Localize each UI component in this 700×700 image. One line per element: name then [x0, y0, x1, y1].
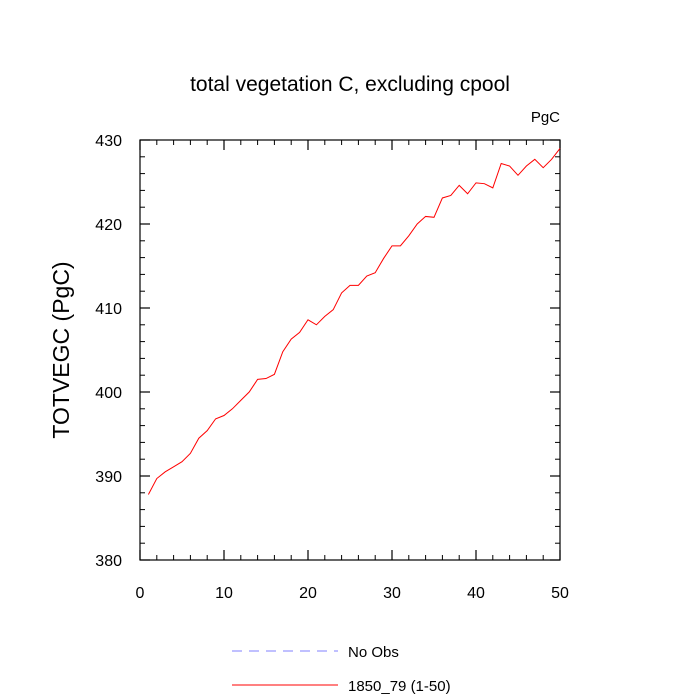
x-tick-label: 0 [136, 585, 145, 602]
y-tick-label: 410 [95, 301, 122, 318]
series-line-0 [147, 148, 561, 495]
y-axis-label: TOTVEGC (PgC) [48, 261, 74, 438]
x-tick-label: 20 [299, 585, 317, 602]
chart-title: total vegetation C, excluding cpool [190, 73, 510, 96]
units-label: PgC [531, 109, 560, 126]
y-tick-label: 390 [95, 469, 122, 486]
y-tick-label: 430 [95, 133, 122, 150]
x-tick-label: 10 [215, 585, 233, 602]
axis-ticks [139, 139, 561, 561]
x-tick-label: 40 [467, 585, 485, 602]
x-tick-label: 30 [383, 585, 401, 602]
y-tick-label: 420 [95, 217, 122, 234]
y-tick-label: 380 [95, 553, 122, 570]
x-tick-label: 50 [551, 585, 569, 602]
axis-tick-labels: 0 10 20 30 40 50 380 390 400 410 420 430 [95, 133, 569, 602]
legend: No Obs 1850_79 (1-50) [232, 644, 451, 695]
y-tick-label: 400 [95, 385, 122, 402]
series-layer [147, 148, 561, 495]
plot-frame [139, 139, 561, 561]
legend-label-1850-79: 1850_79 (1-50) [348, 678, 451, 695]
legend-label-no-obs: No Obs [348, 644, 399, 661]
